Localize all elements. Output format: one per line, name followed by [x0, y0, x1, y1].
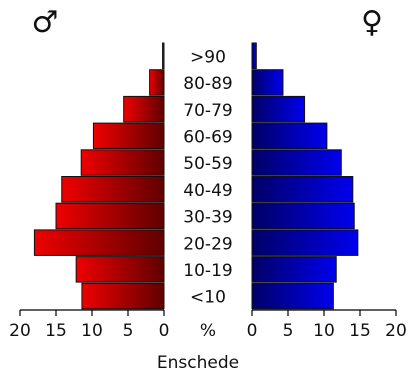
- age-group-label: >90: [190, 47, 226, 67]
- x-tick-label: 10: [81, 321, 103, 341]
- female-bar: [251, 282, 334, 310]
- male-bar: [61, 176, 165, 203]
- x-axis-ticks: 20 15 10 5 0% 0 5 10 15 20: [9, 310, 407, 341]
- male-bar: [149, 69, 165, 96]
- male-bar: [162, 42, 165, 69]
- x-tick-label: 0: [247, 321, 258, 341]
- age-labels: >90 80-89 70-79 60-69 50-59 40-49 30-39 20-29 10…: [183, 47, 232, 307]
- age-group-label: 60-69: [183, 127, 232, 147]
- age-group-label: 10-19: [183, 261, 232, 281]
- male-symbol: ♂: [32, 5, 59, 40]
- male-bar: [123, 95, 165, 123]
- female-bar: [251, 122, 328, 150]
- age-group-label: 30-39: [183, 208, 232, 228]
- x-tick-label: 10: [313, 321, 335, 341]
- male-bar: [92, 122, 165, 150]
- male-bar: [55, 202, 165, 230]
- male-bar: [81, 282, 165, 310]
- age-group-label: 20-29: [183, 234, 232, 254]
- percent-unit-label: %: [200, 321, 216, 341]
- male-bar: [80, 149, 165, 176]
- female-bar: [251, 42, 257, 69]
- male-bar: [75, 256, 165, 283]
- x-tick-label: 15: [349, 321, 371, 341]
- female-bars: [251, 42, 359, 310]
- age-group-label: <10: [190, 288, 226, 308]
- x-tick-label: 20: [9, 321, 31, 341]
- x-tick-label: 15: [45, 321, 67, 341]
- female-bar: [251, 149, 342, 176]
- male-bars: [33, 42, 165, 310]
- x-tick-label: 20: [385, 321, 407, 341]
- age-group-label: 70-79: [183, 101, 232, 121]
- x-tick-label: 5: [283, 321, 294, 341]
- female-bar: [251, 229, 359, 256]
- female-bar: [251, 176, 354, 203]
- x-tick-label: 0: [159, 321, 170, 341]
- female-bar: [251, 202, 355, 230]
- female-bar: [251, 95, 306, 123]
- age-group-label: 50-59: [183, 154, 232, 174]
- female-bar: [251, 256, 337, 283]
- age-group-label: 80-89: [183, 74, 232, 94]
- age-group-label: 40-49: [183, 181, 232, 201]
- chart-title: Enschede: [157, 353, 239, 373]
- female-symbol: ♀: [361, 5, 383, 40]
- x-tick-label: 5: [123, 321, 134, 341]
- male-bar: [33, 229, 165, 256]
- female-bar: [251, 69, 284, 96]
